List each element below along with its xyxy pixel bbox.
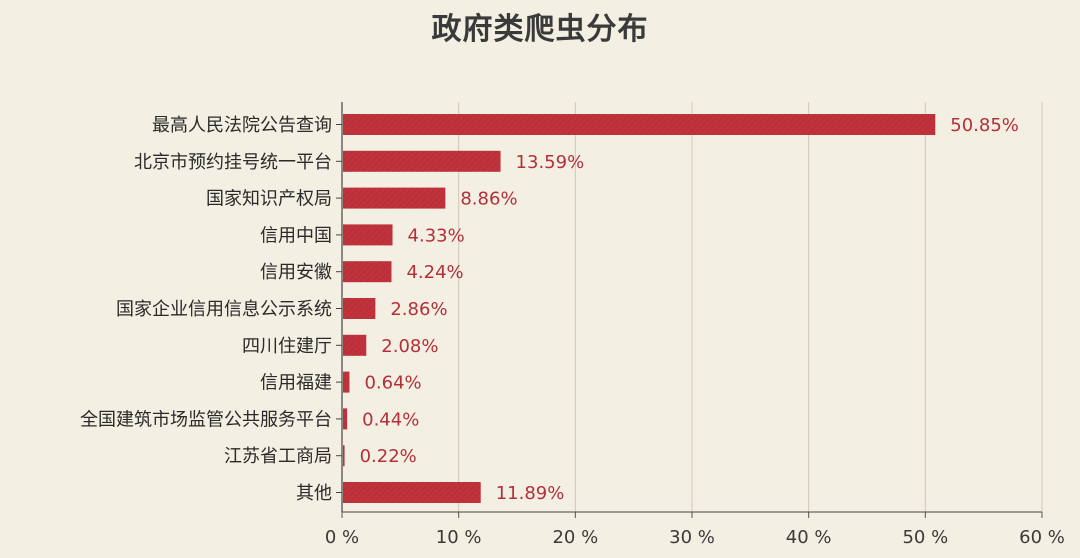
bar bbox=[343, 224, 393, 246]
category-label: 北京市预约挂号统一平台 bbox=[134, 152, 332, 173]
value-label: 50.85% bbox=[950, 115, 1019, 136]
bar bbox=[343, 298, 376, 319]
value-label: 8.86% bbox=[460, 189, 517, 210]
value-label: 13.59% bbox=[516, 152, 585, 173]
bar bbox=[343, 150, 501, 172]
bar bbox=[343, 371, 350, 393]
bar bbox=[343, 334, 367, 356]
category-label: 信用安徽 bbox=[260, 262, 332, 283]
value-label: 0.22% bbox=[360, 446, 417, 467]
category-label: 最高人民法院公告查询 bbox=[152, 115, 332, 136]
category-label: 江苏省工商局 bbox=[224, 446, 332, 467]
category-label: 信用福建 bbox=[260, 373, 332, 394]
bars bbox=[343, 114, 936, 503]
x-tick-label: 10 % bbox=[436, 527, 482, 548]
value-label: 2.08% bbox=[381, 336, 438, 357]
category-label: 全国建筑市场监管公共服务平台 bbox=[80, 409, 332, 430]
category-label: 信用中国 bbox=[260, 225, 332, 246]
bar bbox=[343, 187, 446, 209]
x-tick-label: 20 % bbox=[552, 527, 598, 548]
axes bbox=[336, 102, 1043, 518]
value-label: 4.33% bbox=[408, 225, 465, 246]
value-label: 0.44% bbox=[362, 409, 419, 430]
value-label: 11.89% bbox=[496, 483, 565, 504]
x-tick-label: 60 % bbox=[1019, 527, 1065, 548]
bar bbox=[343, 408, 348, 430]
category-label: 国家企业信用信息公示系统 bbox=[116, 299, 332, 320]
value-label: 2.86% bbox=[390, 299, 447, 320]
x-tick-label: 0 % bbox=[325, 527, 359, 548]
x-tick-label: 30 % bbox=[669, 527, 715, 548]
bar bbox=[343, 114, 936, 135]
chart-title: 政府类爬虫分布 bbox=[431, 12, 649, 47]
bar bbox=[343, 482, 481, 503]
value-label: 4.24% bbox=[406, 262, 463, 283]
category-label: 其他 bbox=[296, 483, 332, 504]
bar bbox=[343, 445, 345, 467]
x-tick-label: 50 % bbox=[902, 527, 948, 548]
category-label: 国家知识产权局 bbox=[206, 189, 332, 210]
labels: 0 % 10 % 20 % 30 % 40 % 50 % 60 % 最高人民法院公告查询 50.… bbox=[80, 115, 1065, 548]
value-label: 0.64% bbox=[364, 373, 421, 394]
x-tick-label: 40 % bbox=[786, 527, 832, 548]
bar bbox=[343, 261, 392, 283]
category-label: 四川住建厅 bbox=[242, 336, 332, 357]
